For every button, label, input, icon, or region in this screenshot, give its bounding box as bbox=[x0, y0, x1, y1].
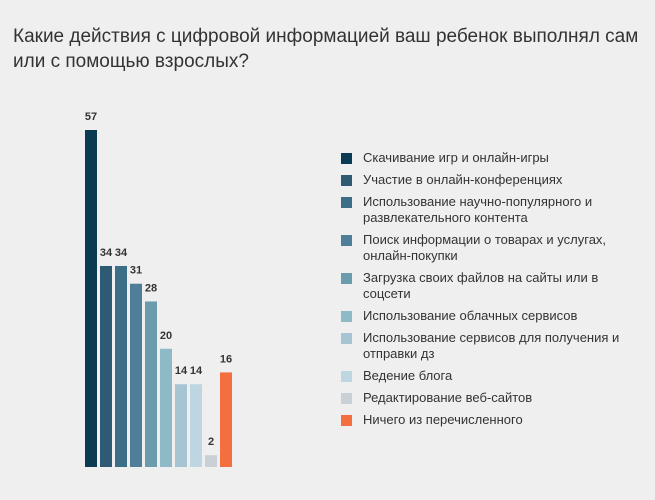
legend-label: Использование облачных сервисов bbox=[363, 308, 578, 323]
legend-label: Редактирование веб-сайтов bbox=[363, 390, 533, 405]
legend-swatch bbox=[341, 415, 352, 426]
legend-swatch bbox=[341, 153, 352, 164]
legend-item-1: Скачивание игр и онлайн-игры bbox=[341, 150, 641, 166]
legend-item-2: Участие в онлайн-конференциях bbox=[341, 172, 641, 188]
legend-label: Ведение блога bbox=[363, 368, 453, 383]
legend-label: Поиск информации о товарах и услугах, он… bbox=[363, 232, 607, 263]
legend-item-10: Ничего из перечисленного bbox=[341, 412, 641, 428]
bar-2 bbox=[100, 265, 112, 467]
legend-swatch bbox=[341, 371, 352, 382]
legend-label: Ничего из перечисленного bbox=[363, 412, 523, 427]
legend-swatch bbox=[341, 393, 352, 404]
data-label-2: 34 bbox=[100, 247, 113, 259]
data-label-8: 14 bbox=[190, 365, 203, 377]
legend-swatch bbox=[341, 175, 352, 186]
data-label-6: 20 bbox=[160, 330, 172, 342]
legend-swatch bbox=[341, 273, 352, 284]
data-label-4: 31 bbox=[130, 265, 142, 277]
legend-label: Загрузка своих файлов на сайты или в соц… bbox=[363, 270, 599, 301]
bar-5 bbox=[145, 301, 157, 467]
data-label-10: 16 bbox=[220, 353, 232, 365]
bar-4 bbox=[130, 283, 142, 467]
legend-label: Использование научно-популярного и развл… bbox=[363, 194, 593, 225]
legend-swatch bbox=[341, 311, 352, 322]
legend-label: Участие в онлайн-конференциях bbox=[363, 172, 563, 187]
data-label-5: 28 bbox=[145, 282, 157, 294]
legend-item-8: Ведение блога bbox=[341, 368, 641, 384]
bar-6 bbox=[160, 348, 172, 467]
data-label-9: 2 bbox=[208, 436, 214, 448]
legend-label: Скачивание игр и онлайн-игры bbox=[363, 150, 549, 165]
legend-item-9: Редактирование веб-сайтов bbox=[341, 390, 641, 406]
legend-item-3: Использование научно-популярного и развл… bbox=[341, 194, 641, 226]
legend-label: Использование сервисов для получения и о… bbox=[363, 330, 620, 361]
legend-item-4: Поиск информации о товарах и услугах, он… bbox=[341, 232, 641, 264]
legend-item-7: Использование сервисов для получения и о… bbox=[341, 330, 641, 362]
bar-3 bbox=[115, 265, 127, 467]
legend-item-5: Загрузка своих файлов на сайты или в соц… bbox=[341, 270, 641, 302]
data-label-7: 14 bbox=[175, 365, 188, 377]
legend-swatch bbox=[341, 333, 352, 344]
bar-10 bbox=[220, 372, 232, 467]
bar-7 bbox=[175, 384, 187, 467]
chart-title: Какие действия с цифровой информацией ва… bbox=[13, 26, 639, 72]
legend-item-6: Использование облачных сервисов bbox=[341, 308, 641, 324]
data-label-1: 57 bbox=[85, 111, 97, 123]
legend-swatch bbox=[341, 235, 352, 246]
bar-8 bbox=[190, 384, 202, 467]
legend-swatch bbox=[341, 197, 352, 208]
data-label-3: 34 bbox=[115, 247, 128, 259]
bar-1 bbox=[85, 130, 97, 467]
chart-legend: Скачивание игр и онлайн-игры Участие в он… bbox=[341, 150, 641, 434]
bar-9 bbox=[205, 455, 217, 467]
